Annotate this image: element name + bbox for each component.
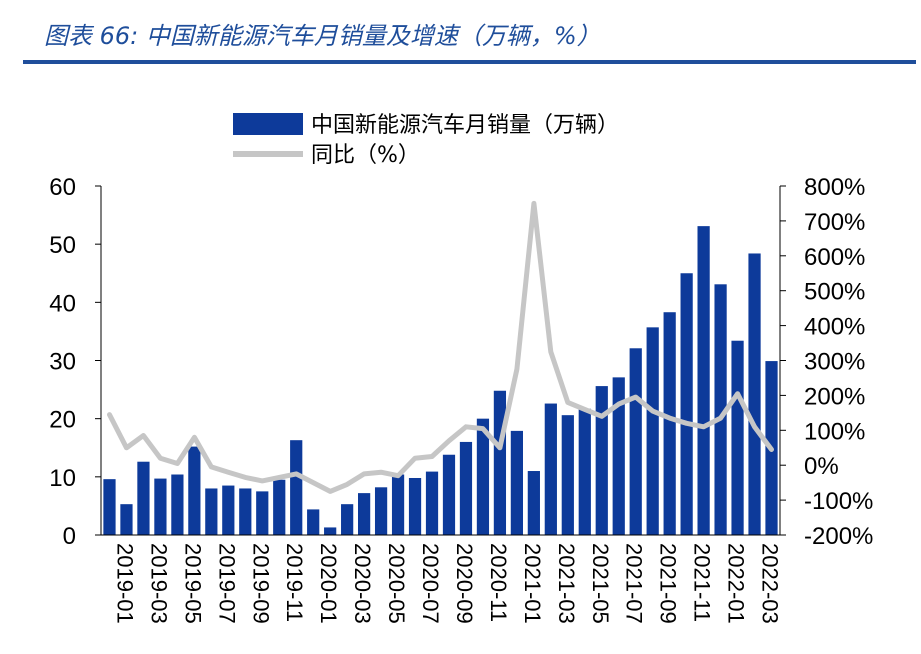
- y-left-tick-label: 60: [49, 174, 76, 201]
- y-right-tick-label: 300%: [804, 349, 865, 376]
- x-tick-label: 2020-01: [316, 543, 341, 624]
- bar-2019-02: [120, 504, 133, 535]
- figure-title: 图表 66: 中国新能源汽车月销量及增速（万辆，%）: [44, 22, 601, 50]
- bar-2020-08: [425, 471, 439, 535]
- legend-swatch-sales: [233, 113, 303, 135]
- bar-2021-11: [680, 273, 693, 535]
- bar-2021-03: [544, 403, 557, 535]
- bar-2019-04: [154, 478, 167, 535]
- bar-2021-02: [527, 471, 540, 535]
- x-tick-label: 2020-07: [418, 543, 443, 624]
- y-right-tick-label: 700%: [804, 209, 865, 236]
- bar-2020-01: [307, 509, 320, 535]
- y-left-tick-label: 40: [49, 290, 76, 317]
- bar-2019-01: [103, 479, 116, 535]
- bar-2019-09: [239, 488, 252, 535]
- figure-header: 图表 66: 中国新能源汽车月销量及增速（万辆，%）: [0, 0, 921, 68]
- legend-label-sales: 中国新能源汽车月销量（万辆）: [311, 113, 619, 138]
- y-right-tick-label: 400%: [804, 314, 865, 341]
- x-tick-label: 2022-03: [758, 543, 783, 624]
- bar-2020-09: [442, 454, 456, 535]
- bar-2021-08: [629, 348, 642, 535]
- bar-2022-03: [748, 253, 761, 535]
- bar-2021-06: [595, 386, 608, 535]
- bar-2019-03: [137, 461, 150, 535]
- yoy-growth-line: [107, 200, 774, 494]
- x-tick-label: 2021-07: [622, 543, 647, 624]
- x-tick-label: 2019-11: [282, 543, 307, 622]
- x-tick-label: 2021-01: [520, 543, 545, 624]
- title-divider: [23, 60, 916, 64]
- y-right-tick-label: -100%: [804, 488, 873, 515]
- y-right-tick-label: 800%: [804, 174, 865, 201]
- y-left-tick-label: 20: [49, 407, 76, 434]
- bar-2020-06: [391, 474, 405, 535]
- bar-2020-05: [374, 487, 388, 535]
- bar-2020-07: [408, 477, 422, 535]
- bar-2020-03: [341, 504, 354, 535]
- bar-2019-07: [205, 488, 218, 535]
- x-tick-label: 2019-01: [112, 543, 137, 624]
- bar-2021-12: [697, 226, 710, 535]
- y-right-tick-label: 0%: [804, 453, 839, 480]
- x-tick-label: 2021-11: [690, 543, 715, 622]
- bar-2021-05: [578, 408, 591, 535]
- x-tick-label: 2020-05: [384, 543, 409, 624]
- x-tick-label: 2020-03: [350, 543, 375, 624]
- bar-2021-04: [561, 415, 574, 535]
- bar-2021-10: [663, 312, 676, 535]
- x-tick-label: 2021-03: [554, 543, 579, 624]
- y-left-tick-label: 10: [49, 465, 76, 492]
- bar-2019-05: [171, 474, 184, 535]
- bar-2019-06: [188, 446, 201, 535]
- y-right-tick-label: 200%: [804, 383, 865, 410]
- y-left-tick-label: 50: [49, 232, 76, 259]
- bar-2021-07: [612, 377, 625, 535]
- x-tick-label: 2019-09: [248, 543, 273, 624]
- x-tick-label: 2019-07: [214, 543, 239, 624]
- x-tick-label: 2021-09: [656, 543, 681, 624]
- y-left-tick-label: 30: [49, 349, 76, 376]
- y-right-tick-label: 500%: [804, 279, 865, 306]
- x-tick-label: 2019-05: [180, 543, 205, 624]
- y-right-tick-label: 600%: [804, 244, 865, 271]
- bar-2020-10: [459, 441, 473, 535]
- bar-2019-11: [273, 479, 286, 535]
- x-tick-label: 2021-05: [588, 543, 613, 624]
- bar-2020-04: [358, 493, 371, 535]
- x-tick-label: 2022-01: [724, 543, 749, 624]
- bar-2019-10: [256, 491, 269, 535]
- y-left-tick-label: 0: [63, 523, 76, 550]
- legend-label-yoy: 同比（%）: [311, 143, 420, 168]
- bar-2019-08: [222, 485, 235, 535]
- y-right-tick-label: -200%: [804, 523, 873, 550]
- bar-2019-12: [290, 440, 303, 535]
- bar-2022-01: [714, 284, 727, 535]
- x-tick-label: 2019-03: [146, 543, 171, 624]
- bar-2020-02: [324, 527, 337, 535]
- bar-2021-01: [510, 430, 523, 535]
- bar-2020-11: [476, 418, 490, 535]
- bar-2021-09: [646, 327, 659, 535]
- y-right-tick-label: 100%: [804, 418, 865, 445]
- bar-2022-02: [731, 340, 744, 535]
- x-tick-label: 2020-11: [486, 543, 511, 622]
- x-tick-label: 2020-09: [452, 543, 477, 624]
- bar-2020-12: [493, 390, 507, 535]
